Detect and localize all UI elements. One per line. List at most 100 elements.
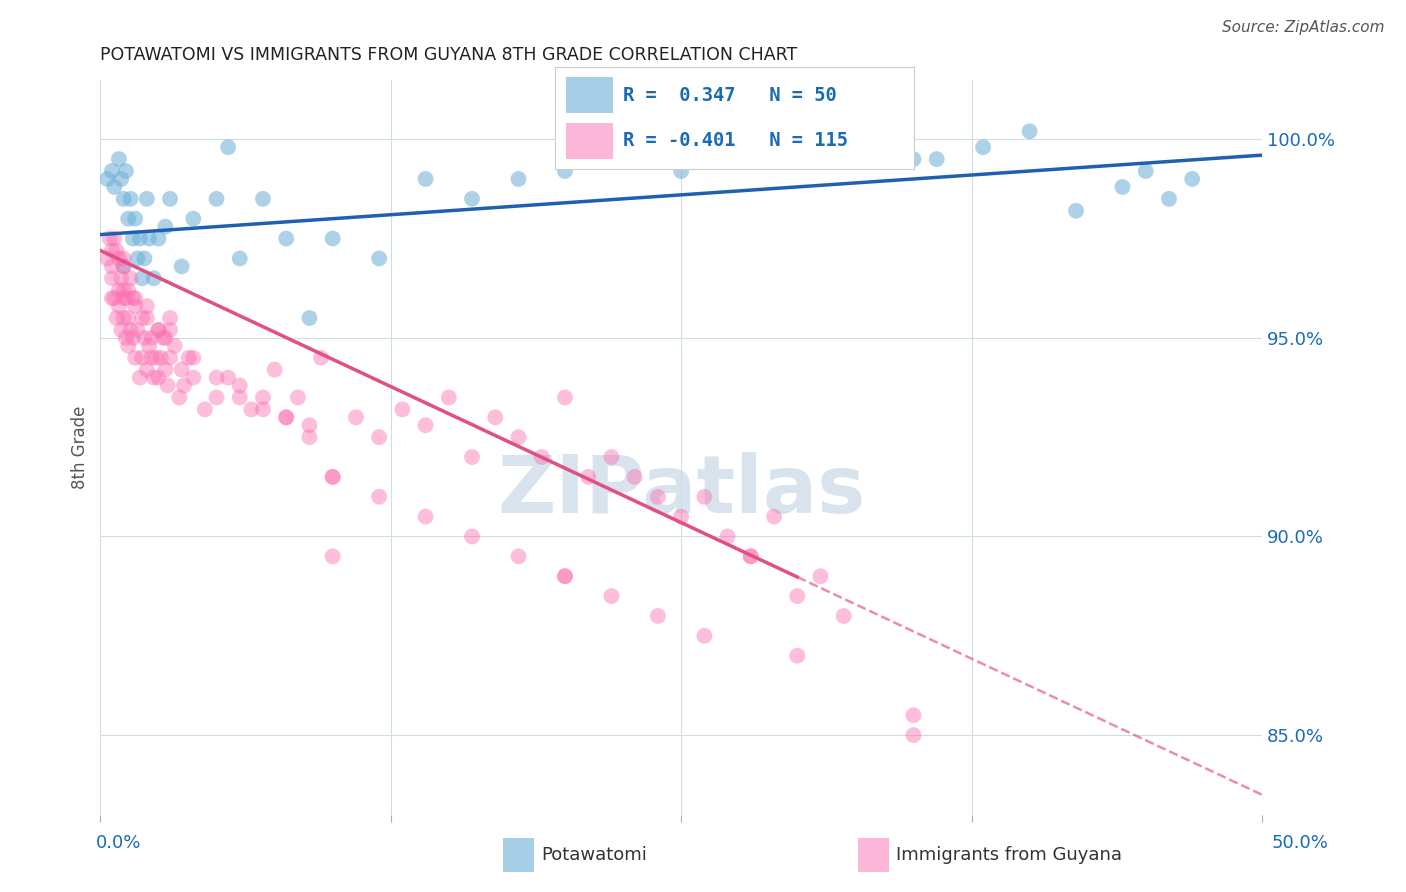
Point: [368, 490, 391, 504]
Point: [135, 299, 157, 313]
Point: [554, 569, 576, 583]
Point: [229, 391, 252, 405]
Point: [135, 192, 157, 206]
Point: [217, 140, 239, 154]
Point: [117, 311, 139, 326]
Point: [155, 362, 177, 376]
Point: [148, 231, 170, 245]
Point: [96, 252, 118, 266]
Point: [115, 331, 138, 345]
Point: [1135, 164, 1157, 178]
Point: [368, 430, 391, 444]
Point: [554, 391, 576, 405]
Point: [112, 260, 135, 274]
Point: [252, 391, 274, 405]
Point: [205, 391, 228, 405]
Point: [1157, 192, 1180, 206]
Point: [105, 244, 128, 258]
Point: [108, 152, 131, 166]
Point: [287, 391, 309, 405]
Point: [115, 164, 138, 178]
Point: [972, 140, 994, 154]
Point: [344, 410, 367, 425]
Point: [740, 549, 762, 564]
Point: [925, 152, 948, 166]
Point: [101, 260, 124, 274]
Point: [110, 172, 132, 186]
Point: [103, 180, 125, 194]
Point: [101, 164, 124, 178]
Point: [740, 140, 762, 154]
Point: [148, 370, 170, 384]
Point: [194, 402, 217, 417]
Point: [122, 331, 145, 345]
Point: [112, 260, 135, 274]
Point: [127, 323, 149, 337]
Point: [600, 450, 623, 464]
Point: [322, 549, 344, 564]
Point: [415, 509, 437, 524]
Point: [101, 271, 124, 285]
Point: [322, 231, 344, 245]
Point: [252, 192, 274, 206]
Point: [112, 252, 135, 266]
Point: [786, 648, 808, 663]
Point: [669, 164, 692, 178]
Point: [391, 402, 413, 417]
Point: [128, 370, 150, 384]
Text: R =  0.347   N = 50: R = 0.347 N = 50: [623, 86, 837, 104]
Point: [484, 410, 506, 425]
Point: [716, 529, 738, 543]
Point: [205, 192, 228, 206]
Point: [693, 629, 716, 643]
Point: [600, 589, 623, 603]
Point: [131, 271, 153, 285]
Point: [1064, 203, 1087, 218]
Point: [298, 418, 321, 433]
Text: R = -0.401   N = 115: R = -0.401 N = 115: [623, 131, 848, 150]
Point: [103, 291, 125, 305]
Point: [120, 271, 142, 285]
Point: [110, 323, 132, 337]
Point: [138, 339, 160, 353]
Point: [148, 323, 170, 337]
Point: [134, 331, 156, 345]
Point: [101, 291, 124, 305]
Point: [108, 252, 131, 266]
Point: [142, 370, 165, 384]
Point: [155, 219, 177, 234]
Point: [298, 311, 321, 326]
Text: ZIPatlas: ZIPatlas: [496, 452, 865, 530]
Point: [169, 391, 191, 405]
Point: [530, 450, 553, 464]
Point: [112, 291, 135, 305]
Point: [181, 370, 204, 384]
Point: [229, 378, 252, 392]
Point: [298, 430, 321, 444]
Point: [177, 351, 200, 365]
Bar: [567, 77, 613, 113]
Point: [508, 172, 530, 186]
Point: [112, 192, 135, 206]
Point: [263, 362, 285, 376]
Point: [135, 362, 157, 376]
Text: Potawatomi: Potawatomi: [541, 847, 647, 864]
Point: [152, 331, 174, 345]
Point: [903, 708, 925, 723]
Point: [108, 299, 131, 313]
Point: [461, 529, 484, 543]
Point: [322, 470, 344, 484]
Point: [120, 192, 142, 206]
Point: [217, 370, 239, 384]
Point: [576, 470, 599, 484]
Point: [127, 252, 149, 266]
Point: [117, 339, 139, 353]
Point: [135, 311, 157, 326]
Point: [415, 418, 437, 433]
Point: [693, 490, 716, 504]
Point: [159, 351, 181, 365]
Point: [368, 252, 391, 266]
Point: [155, 331, 177, 345]
Point: [669, 509, 692, 524]
Y-axis label: 8th Grade: 8th Grade: [72, 406, 89, 489]
